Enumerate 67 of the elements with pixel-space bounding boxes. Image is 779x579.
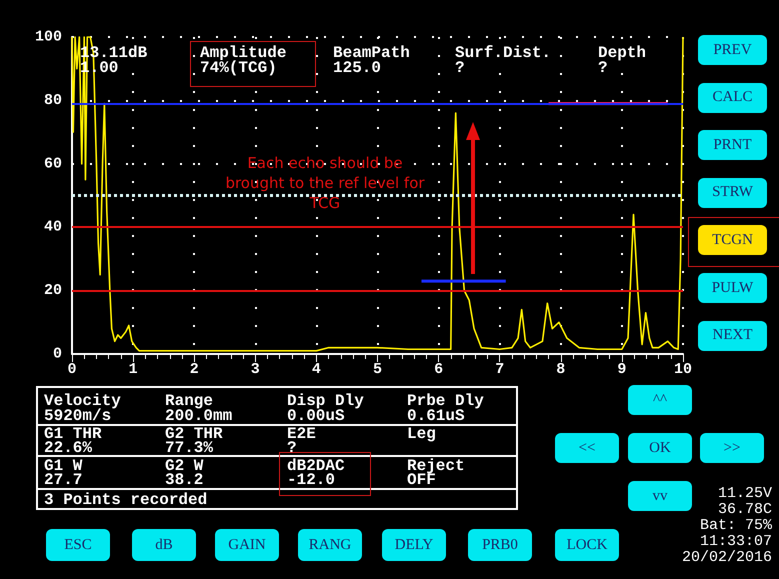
text: NEXT [698,320,767,351]
text: DELY [382,529,446,561]
text: 36.78C [718,501,772,518]
text: 0.61uS [407,407,465,425]
y-tick-label: 40 [44,218,62,236]
text: >> [700,433,764,463]
x-tick-label: 3 [250,361,260,378]
text: PREV [698,35,767,65]
text: Velocity [44,392,121,410]
text: PRNT [698,130,767,160]
line-series [71,36,684,352]
annotation: ? [598,59,608,77]
annotation: BeamPath [333,44,410,62]
x-tick-label: 4 [312,361,321,378]
text: Range [165,392,214,410]
text: TCGN [698,225,767,256]
x-tick-label: 10 [674,361,692,378]
text: 20/02/2016 [682,549,772,566]
text: << [555,433,619,463]
text: Reject [407,457,465,475]
annotation: 125.0 [333,59,382,77]
text: OK [628,433,692,463]
text: STRW [698,178,767,208]
x-tick-label: 2 [190,361,199,378]
y-tick-label: 20 [44,282,62,300]
text: PRB0 [468,529,532,561]
text: Bat: 75% [700,517,772,534]
annotation: Each echo should be brought to the ref level for TCG [225,153,425,213]
text: LOCK [555,529,619,561]
text: CALC [698,82,767,113]
text: -12.0 [287,471,336,489]
annotation: Depth [598,44,646,62]
x-tick-label: 9 [617,361,626,378]
x-tick-label: 1 [128,361,138,378]
text: 11:33:07 [700,533,772,550]
text: GAIN [215,529,279,561]
text: vv [628,481,692,511]
text: 11.25V [718,485,772,502]
text: dB [132,529,196,561]
x-tick-label: 7 [495,361,504,378]
text: 77.3% [165,439,214,457]
x-tick-label: 5 [372,361,382,378]
x-tick-label: 6 [434,361,444,378]
text: 0.00uS [287,407,345,425]
annotation: 74%(TCG) [200,59,277,77]
x-tick-label: 0 [67,361,77,378]
text: 200.0mm [165,407,232,425]
y-tick-label: 0 [52,346,62,362]
text: PULW [698,273,767,303]
text: 5920m/s [44,407,112,425]
text: Leg [407,425,436,443]
text: ^^ [628,385,692,415]
text: 38.2 [165,471,204,489]
text: 27.7 [44,471,82,489]
y-tick-label: 100 [34,28,62,46]
text: ESC [46,529,110,561]
y-tick-label: 80 [44,92,62,109]
text: 3 Points recorded [44,491,208,509]
annotation: ? [455,59,465,77]
y-tick-label: 60 [44,155,62,172]
text: ? [287,439,297,457]
annotation: Surf.Dist. [455,44,552,62]
text: 22.6% [44,439,92,457]
text: Disp Dly [287,392,364,410]
text: RANG [298,529,362,561]
text: Prbe Dly [407,392,484,410]
x-tick-label: 8 [556,361,566,378]
